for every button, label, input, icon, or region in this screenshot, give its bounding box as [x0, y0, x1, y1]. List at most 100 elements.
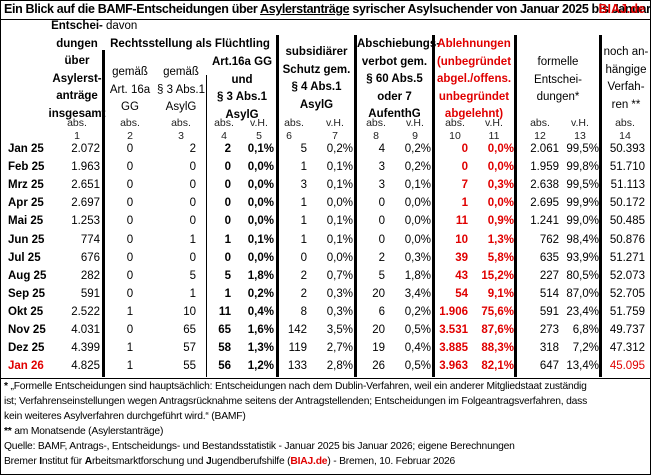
cell-c4: 0 [224, 179, 231, 192]
unit-label: abs. [284, 117, 304, 129]
row-month: Okt 25 [8, 305, 44, 318]
cell-c10: 0 [461, 143, 468, 155]
cell-c10: 0 [461, 161, 468, 174]
column-divider [206, 75, 207, 377]
column-divider [514, 35, 517, 377]
cell-c3: 0 [189, 215, 196, 228]
column-number: 12 [534, 130, 546, 142]
cell-c7: 0,3% [326, 305, 353, 318]
cell-c11: 0,0% [487, 161, 514, 174]
cell-c4: 2 [224, 143, 231, 155]
cell-c4: 65 [218, 324, 231, 336]
cell-c5: 0,1% [247, 143, 274, 155]
cell-c2: 0 [126, 161, 134, 174]
cell-c9: 0,1% [404, 179, 431, 192]
unit-label: abs. [530, 117, 550, 129]
header-line: über [64, 55, 90, 67]
cell-c13: 13,4% [566, 360, 599, 373]
cell-c11: 0,3% [487, 179, 514, 192]
cell-c1: 1.253 [71, 215, 100, 228]
header-line: Schutz gem. [282, 63, 351, 76]
cell-c8: 6 [378, 305, 385, 318]
institute-credit: Bremer Institut für Arbeitsmarktforschun… [4, 454, 455, 469]
header-line: abgelehnt) [444, 108, 504, 120]
cell-c12: 647 [539, 360, 559, 373]
cell-c12: 2.061 [530, 143, 559, 155]
row-month: Apr 25 [8, 197, 44, 210]
header-line: gemäß [163, 66, 199, 78]
title-underlined: Asylerstanträge [260, 2, 350, 16]
cell-c3: 0 [189, 179, 196, 192]
cell-c4: 58 [218, 342, 231, 355]
cell-c6: 5 [300, 143, 307, 155]
cell-c13: 99,5% [566, 143, 599, 155]
cell-c8: 2 [378, 251, 385, 264]
cell-c2: 0 [126, 324, 134, 336]
footnote-marker: ** [4, 426, 12, 437]
header-col2: gemäß Art. 16a GG [104, 64, 156, 117]
cell-c11: 75,6% [481, 305, 514, 318]
cell-c12: 1.241 [530, 215, 559, 228]
cell-c8: 19 [372, 342, 385, 355]
header-line: (unbegründet [436, 55, 512, 68]
cell-c2: 1 [126, 360, 134, 373]
cell-c10: 11 [455, 215, 468, 228]
cell-c3: 65 [183, 324, 196, 336]
cell-c1: 2.072 [71, 143, 100, 155]
cell-c12: 227 [539, 269, 559, 282]
cell-c2: 0 [126, 287, 134, 300]
unit-label: abs. [615, 117, 635, 129]
cell-c8: 3 [378, 161, 385, 174]
cell-c6: 1 [300, 233, 307, 246]
header-line: und [231, 73, 253, 86]
cell-c7: 3,5% [326, 324, 353, 336]
header-line: unbegründet [438, 90, 510, 103]
brand-link: BIAJ.de [290, 456, 328, 467]
cell-c12: 318 [539, 342, 559, 355]
cell-c7: 0,3% [326, 287, 353, 300]
cell-c12: 514 [539, 287, 559, 300]
header-col8-9: Abschiebungs- verbot gem. § 60 Abs.5 ode… [357, 36, 440, 124]
cell-c11: 88,3% [481, 342, 514, 355]
cell-c14: 50.876 [609, 233, 645, 246]
cell-c6: 133 [287, 360, 307, 373]
cell-c5: 1,6% [247, 324, 274, 336]
header-davon: davon [106, 20, 138, 32]
column-number: 10 [449, 130, 461, 142]
table-row: Jan 26 4.825 1 55 56 1,2% 133 2,8% 26 0,5% 3.963 82… [0, 358, 651, 377]
header-line: oder 7 [377, 90, 412, 103]
cell-c14: 49.737 [609, 324, 645, 336]
cell-c11: 15,2% [481, 269, 514, 282]
header-line: insgesamt [48, 107, 106, 120]
cell-c6: 119 [288, 342, 307, 355]
cell-c6: 1 [300, 161, 307, 174]
cell-c6: 1 [300, 215, 307, 228]
header-line: verbot gem. [361, 55, 428, 68]
cell-c2: 0 [126, 179, 134, 192]
cell-c3: 57 [183, 342, 196, 355]
cell-c1: 2.522 [71, 305, 100, 318]
cell-c1: 4.825 [71, 360, 100, 373]
cell-c2: 0 [126, 251, 134, 264]
cell-c8: 0 [378, 215, 385, 228]
header-line: Ablehnungen [437, 38, 511, 50]
table-row: Apr 25 2.697 0 0 0 0,0% 1 0,0% 0 0,0% 1 0,0% 2.695 99… [0, 195, 651, 214]
cell-c10: 1 [461, 197, 468, 210]
cell-c9: 0,0% [404, 233, 431, 246]
cell-c13: 99,9% [566, 197, 599, 210]
table-row: Jul 25 676 0 0 0 0,0% 0 0,0% 2 0,3% 39 5,8% 635 93,9%… [0, 250, 651, 269]
table-row: Jun 25 774 0 1 1 0,1% 1 0,1% 0 0,0% 10 1,3% 762 98,4%… [0, 232, 651, 251]
column-number: 5 [256, 130, 262, 142]
cell-c10: 3.885 [439, 342, 468, 355]
row-month: Mrz 25 [8, 179, 44, 192]
credit-text: ugendberufshilfe ( [211, 456, 291, 467]
cell-c10: 43 [455, 269, 468, 282]
column-divider [276, 35, 279, 377]
cell-c14: 51.271 [609, 251, 645, 264]
footnote-marker: * [4, 381, 8, 392]
cell-c11: 0,0% [487, 143, 514, 155]
cell-c5: 0,0% [247, 197, 274, 210]
credit-text: A [84, 456, 92, 467]
credit-text: I [39, 456, 42, 467]
cell-c5: 0,0% [247, 215, 274, 228]
